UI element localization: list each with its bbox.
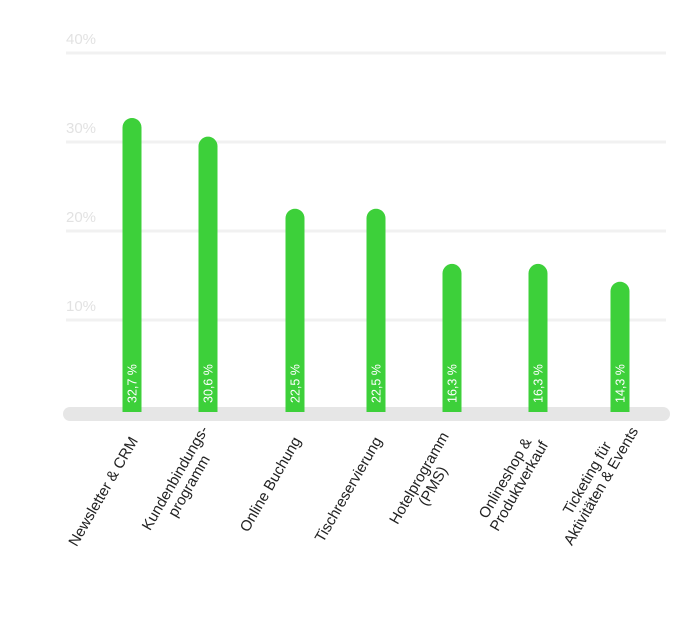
- category-label: Hotelprogramm(PMS): [386, 429, 466, 535]
- bar-value-label: 16,3 %: [532, 364, 546, 403]
- bar: [285, 208, 305, 412]
- bar-base: [442, 395, 462, 412]
- bar-value-label: 22,5 %: [289, 364, 303, 403]
- y-axis-ticks: 10% 20% 30% 40%: [66, 31, 96, 315]
- bar: [122, 117, 142, 412]
- category-label: Newsletter & CRM: [65, 434, 141, 549]
- bar: [610, 281, 630, 412]
- y-tick-label: 10%: [66, 298, 96, 315]
- grid-line: [66, 229, 666, 233]
- bar-base: [610, 395, 630, 412]
- bar: [366, 208, 386, 412]
- y-tick-label: 30%: [66, 120, 96, 137]
- grid-line: [66, 318, 666, 322]
- bar-value-label: 22,5 %: [370, 364, 384, 403]
- grid-line: [66, 51, 666, 55]
- category-label: Ticketing fürAktivitäten & Events: [547, 416, 642, 548]
- category-label: Onlineshop &Produktverkauf: [473, 430, 552, 535]
- bar-value-label: 30,6 %: [202, 364, 216, 403]
- bar: [442, 263, 462, 412]
- bar: [198, 136, 218, 412]
- bar-base: [528, 395, 548, 412]
- category-label: Online Buchung: [237, 434, 305, 535]
- bar-base: [122, 395, 142, 412]
- bar-base: [198, 395, 218, 412]
- y-tick-label: 40%: [66, 31, 96, 48]
- bars: 32,7 % 30,6 % 22,5 % 22,5 % 16,3 % 16,3 % 14,3…: [122, 117, 630, 412]
- y-tick-label: 20%: [66, 209, 96, 226]
- grid-line: [66, 140, 666, 144]
- category-label: Tischreservierung: [312, 434, 386, 545]
- bar-base: [366, 395, 386, 412]
- category-label: Kundenbindungs-programm: [139, 423, 226, 541]
- bar-base: [285, 395, 305, 412]
- grid-lines: [66, 51, 666, 322]
- bar-value-label: 32,7 %: [126, 364, 140, 403]
- bar-value-label: 14,3 %: [614, 364, 628, 403]
- bar-value-label: 16,3 %: [446, 364, 460, 403]
- bar: [528, 263, 548, 412]
